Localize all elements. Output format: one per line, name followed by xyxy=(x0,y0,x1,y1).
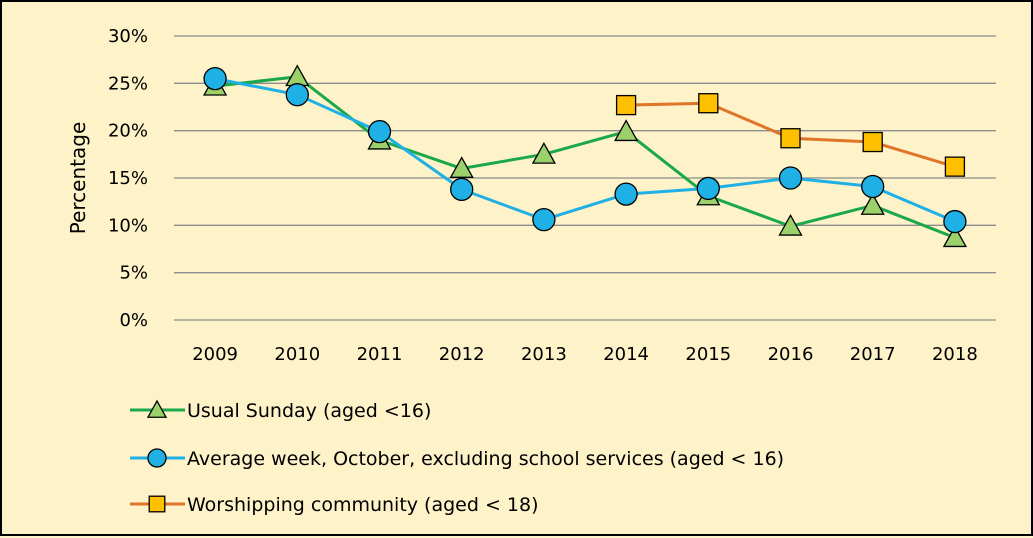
data-point-circle xyxy=(943,209,967,234)
data-point-circle xyxy=(203,66,227,91)
x-tick-label: 2012 xyxy=(439,344,485,365)
series-line xyxy=(214,77,956,223)
data-point-triangle xyxy=(531,141,557,164)
legend-label: Usual Sunday (aged <16) xyxy=(187,400,431,422)
gridlines xyxy=(174,35,996,321)
data-point-circle xyxy=(696,176,720,201)
data-point-square xyxy=(862,131,883,153)
data-point-circle xyxy=(861,174,885,199)
y-tick-label: 20% xyxy=(108,121,148,142)
legend-square-icon xyxy=(148,495,166,513)
series-line xyxy=(214,75,956,240)
data-point-square xyxy=(615,94,637,116)
data-point-square xyxy=(780,128,801,149)
series-square xyxy=(615,93,966,177)
series-triangle xyxy=(202,64,968,248)
series-circle xyxy=(203,66,967,234)
y-axis-label: Percentage xyxy=(66,122,90,235)
legend-item: Usual Sunday (aged <16) xyxy=(130,399,431,422)
data-point-square xyxy=(698,93,719,114)
data-point-circle xyxy=(367,119,392,144)
data-point-triangle xyxy=(613,119,639,142)
y-axis-ticks: 0% 5% 10% 15% 20% 25% 30% xyxy=(108,26,148,331)
x-axis-ticks: 2009 2010 2011 2012 2013 2014 2015 2016 2017 2018 xyxy=(192,344,978,365)
data-point-circle xyxy=(450,177,474,202)
data-point-circle xyxy=(285,83,309,107)
y-tick-label: 5% xyxy=(119,263,148,284)
x-tick-label: 2016 xyxy=(768,344,814,365)
legend-label: Average week, October, excluding school … xyxy=(187,448,784,470)
y-tick-label: 30% xyxy=(108,26,148,47)
x-tick-label: 2014 xyxy=(603,344,649,365)
x-tick-label: 2018 xyxy=(932,344,978,365)
y-tick-label: 15% xyxy=(108,168,148,189)
data-point-circle xyxy=(778,166,803,190)
x-tick-label: 2017 xyxy=(850,344,896,365)
data-point-circle xyxy=(532,208,556,232)
legend-circle-icon xyxy=(147,448,167,468)
data-point-circle xyxy=(614,182,638,206)
data-point-triangle xyxy=(285,64,310,87)
legend-triangle-icon xyxy=(146,399,168,418)
legend: Usual Sunday (aged <16) Average week, Oct… xyxy=(130,399,784,516)
x-tick-label: 2010 xyxy=(274,344,320,365)
data-point-triangle xyxy=(778,213,803,236)
data-point-square xyxy=(944,156,966,177)
series-group xyxy=(202,64,968,248)
x-tick-label: 2011 xyxy=(357,344,403,365)
data-point-triangle xyxy=(860,193,885,215)
legend-item: Worshipping community (aged < 18) xyxy=(130,494,539,516)
legend-label: Worshipping community (aged < 18) xyxy=(187,494,539,516)
x-tick-label: 2013 xyxy=(521,344,567,365)
x-tick-label: 2009 xyxy=(192,344,238,365)
x-tick-label: 2015 xyxy=(685,344,731,365)
y-tick-label: 25% xyxy=(108,73,148,94)
legend-item: Average week, October, excluding school … xyxy=(130,448,784,470)
y-tick-label: 10% xyxy=(108,215,148,236)
data-point-triangle xyxy=(942,225,968,248)
data-point-triangle xyxy=(449,156,474,178)
y-tick-label: 0% xyxy=(119,310,148,331)
